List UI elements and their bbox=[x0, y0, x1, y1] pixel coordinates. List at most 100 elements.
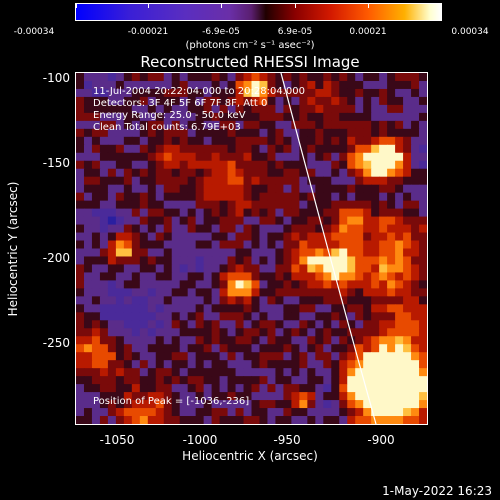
colorbar-label: 0.00034 bbox=[451, 27, 489, 37]
heatmap-cell bbox=[387, 384, 396, 393]
heatmap-cell bbox=[131, 248, 141, 258]
heatmap-cell bbox=[267, 73, 277, 82]
heatmap-cell bbox=[403, 256, 412, 266]
heatmap-cell bbox=[147, 112, 157, 122]
heatmap-cell bbox=[275, 376, 285, 385]
heatmap-cell bbox=[195, 73, 205, 82]
heatmap-cell bbox=[139, 160, 149, 170]
heatmap-cell bbox=[139, 136, 149, 146]
heatmap-cell bbox=[267, 312, 277, 321]
heatmap-cell bbox=[139, 272, 149, 282]
heatmap-cell bbox=[187, 128, 197, 138]
heatmap-cell bbox=[139, 208, 149, 218]
heatmap-cell bbox=[275, 144, 285, 154]
heatmap-cell bbox=[219, 152, 229, 162]
heatmap-cell bbox=[195, 240, 205, 250]
heatmap-cell bbox=[147, 360, 157, 369]
heatmap-cell bbox=[339, 352, 348, 361]
heatmap-cell bbox=[355, 96, 364, 106]
heatmap-cell bbox=[99, 400, 109, 409]
heatmap-cell bbox=[403, 184, 412, 194]
heatmap-cell bbox=[379, 128, 388, 138]
heatmap-cell bbox=[107, 392, 117, 401]
heatmap-cell bbox=[139, 408, 149, 417]
heatmap-cell bbox=[99, 384, 109, 393]
heatmap-cell bbox=[155, 352, 165, 361]
heatmap-cell bbox=[91, 184, 101, 194]
heatmap-cell bbox=[139, 352, 149, 361]
heatmap-cell bbox=[315, 304, 324, 313]
heatmap-cell bbox=[307, 280, 316, 289]
heatmap-cell bbox=[211, 168, 221, 178]
heatmap-cell bbox=[123, 336, 133, 345]
heatmap-cell bbox=[83, 328, 93, 337]
heatmap-cell bbox=[395, 408, 404, 417]
heatmap-cell bbox=[283, 352, 292, 361]
heatmap-cell bbox=[227, 408, 237, 417]
heatmap-cell bbox=[251, 328, 261, 337]
heatmap-cell bbox=[259, 80, 269, 90]
heatmap-cell bbox=[179, 320, 189, 329]
heatmap-cell bbox=[307, 73, 316, 82]
heatmap-cell bbox=[403, 328, 412, 337]
heatmap-cell bbox=[155, 168, 165, 178]
heatmap-cell bbox=[187, 112, 197, 122]
heatmap-cell bbox=[131, 120, 141, 130]
heatmap-cell bbox=[251, 168, 261, 178]
heatmap-cell bbox=[227, 256, 237, 266]
heatmap-cell bbox=[147, 160, 157, 170]
heatmap-cell bbox=[371, 256, 380, 266]
heatmap-cell bbox=[243, 200, 253, 210]
heatmap-cell bbox=[211, 312, 221, 321]
heatmap-cell bbox=[235, 192, 245, 202]
heatmap-cell bbox=[283, 248, 292, 258]
heatmap-cell bbox=[363, 376, 372, 385]
heatmap-cell bbox=[259, 120, 269, 130]
heatmap-cell bbox=[347, 368, 356, 377]
heatmap-cell bbox=[195, 408, 205, 417]
heatmap-cell bbox=[171, 88, 181, 98]
heatmap-cell bbox=[283, 416, 292, 424]
heatmap-cell bbox=[131, 328, 141, 337]
heatmap-cell bbox=[363, 320, 372, 329]
heatmap-cell bbox=[179, 216, 189, 226]
heatmap-cell bbox=[115, 360, 125, 369]
heatmap-cell bbox=[387, 408, 396, 417]
heatmap-cell bbox=[107, 144, 117, 154]
heatmap-cell bbox=[203, 304, 213, 313]
heatmap-cell bbox=[331, 392, 340, 401]
heatmap-cell bbox=[107, 352, 117, 361]
heatmap-cell bbox=[403, 416, 412, 424]
heatmap-cell bbox=[243, 344, 253, 353]
heatmap-cell bbox=[203, 320, 213, 329]
heatmap-cell bbox=[251, 240, 261, 250]
heatmap-cell bbox=[307, 144, 316, 154]
heatmap-cell bbox=[339, 152, 348, 162]
heatmap-cell bbox=[76, 144, 85, 154]
heatmap-cell bbox=[219, 392, 229, 401]
heatmap-cell bbox=[123, 344, 133, 353]
heatmap-cell bbox=[275, 296, 285, 305]
heatmap-cell bbox=[203, 112, 213, 122]
heatmap-cell bbox=[355, 232, 364, 242]
heatmap-cell bbox=[139, 80, 149, 90]
heatmap-cell bbox=[243, 112, 253, 122]
heatmap-cell bbox=[139, 152, 149, 162]
heatmap-cell bbox=[91, 80, 101, 90]
heatmap-cell bbox=[219, 336, 229, 345]
heatmap-cell bbox=[123, 96, 133, 106]
heatmap-cell bbox=[387, 96, 396, 106]
heatmap-cell bbox=[379, 104, 388, 114]
heatmap-cell bbox=[115, 336, 125, 345]
heatmap-cell bbox=[123, 216, 133, 226]
heatmap-cell bbox=[283, 208, 292, 218]
heatmap-cell bbox=[275, 280, 285, 289]
heatmap-cell bbox=[83, 240, 93, 250]
heatmap-cell bbox=[147, 88, 157, 98]
heatmap-cell bbox=[115, 208, 125, 218]
heatmap-cell bbox=[299, 368, 308, 377]
heatmap-cell bbox=[187, 328, 197, 337]
heatmap-cell bbox=[203, 96, 213, 106]
heatmap-cell bbox=[259, 216, 269, 226]
heatmap-cell bbox=[339, 80, 348, 90]
